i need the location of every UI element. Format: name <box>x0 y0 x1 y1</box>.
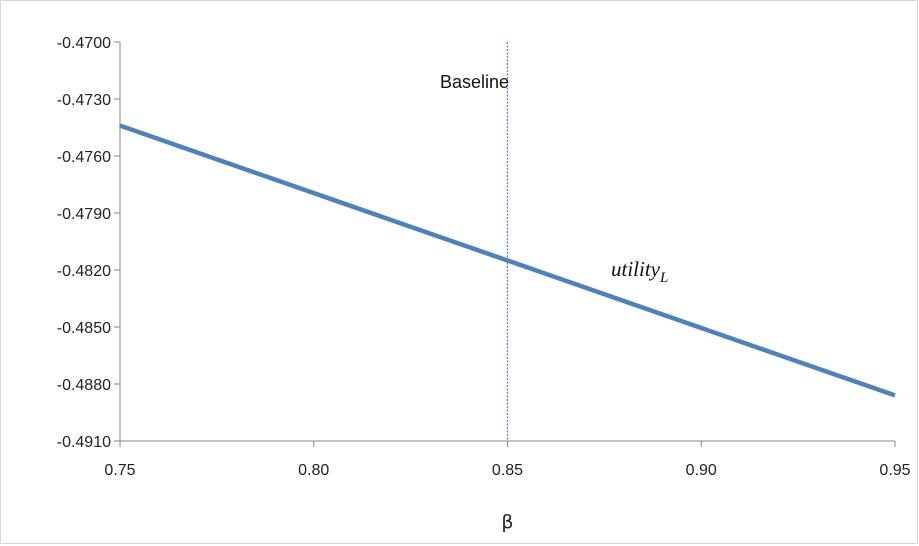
series-label-main: utility <box>611 257 661 281</box>
y-tick-label: -0.4910 <box>57 434 111 451</box>
x-tick-label: 0.75 <box>104 462 135 479</box>
y-axis-ticks: -0.4700 -0.4730 -0.4760 -0.4790 -0.4820 -0.48… <box>57 35 120 451</box>
y-tick-label: -0.4790 <box>57 206 111 223</box>
y-tick-label: -0.4700 <box>57 35 111 52</box>
x-axis-title: β <box>501 511 513 533</box>
y-tick-label: -0.4760 <box>57 149 111 166</box>
x-axis-ticks: 0.75 0.80 0.85 0.90 0.95 <box>104 441 911 479</box>
series-group: utilityL <box>119 123 896 398</box>
baseline-label: Baseline <box>440 72 509 92</box>
y-tick-label: -0.4880 <box>57 377 111 394</box>
x-tick-label: 0.85 <box>492 462 523 479</box>
x-tick-label: 0.80 <box>298 462 329 479</box>
x-tick-label: 0.90 <box>686 462 717 479</box>
series-label-subscript: L <box>659 270 668 286</box>
y-tick-label: -0.4730 <box>57 92 111 109</box>
series-label: utilityL <box>611 257 668 286</box>
x-tick-label: 0.95 <box>879 462 910 479</box>
series-line-utility <box>119 123 896 398</box>
baseline-reference: Baseline <box>440 42 509 441</box>
y-tick-label: -0.4850 <box>57 320 111 337</box>
y-tick-label: -0.4820 <box>57 263 111 280</box>
